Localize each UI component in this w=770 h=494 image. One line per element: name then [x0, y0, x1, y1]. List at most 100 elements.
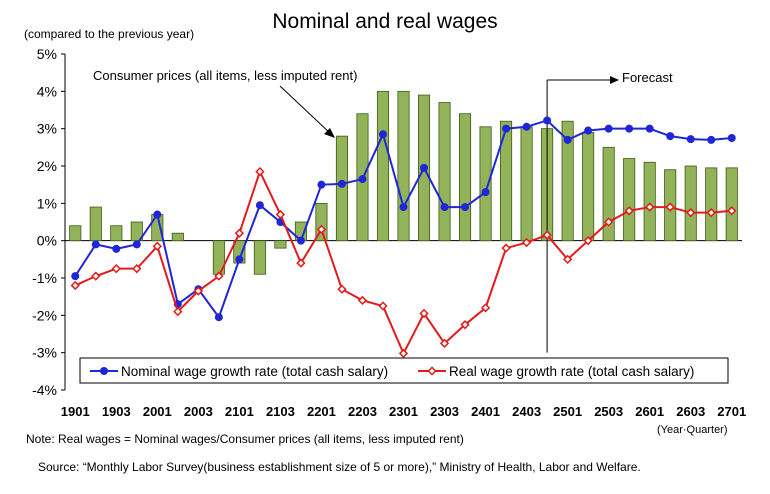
nominal-wage-point — [584, 126, 593, 135]
x-tick-label: 2003 — [184, 404, 213, 419]
nominal-wage-point — [502, 124, 511, 133]
nominal-wage-point — [686, 135, 695, 144]
annotation-pointer — [279, 85, 332, 135]
x-tick-label: 2201 — [307, 404, 336, 419]
x-tick-label: 2303 — [430, 404, 459, 419]
x-tick-label: 2401 — [471, 404, 500, 419]
nominal-wage-point — [481, 188, 490, 197]
real-wage-point — [357, 295, 368, 306]
bar-consumer-prices — [438, 102, 451, 242]
real-wage-point — [460, 320, 470, 330]
forecast-label: Forecast — [622, 70, 673, 85]
legend-real-label: Real wage growth rate (total cash salary… — [449, 364, 694, 379]
forecast-arrowhead — [610, 76, 619, 84]
x-tick-label: 2501 — [553, 404, 582, 419]
y-tick-label: -2% — [32, 307, 57, 323]
bar-consumer-prices — [171, 232, 184, 242]
real-wage-point — [419, 308, 429, 319]
real-wage-point — [542, 230, 552, 240]
nominal-wage-point — [255, 201, 264, 210]
y-tick-label: 0% — [37, 233, 57, 249]
real-wage-point — [665, 202, 675, 212]
real-wage-point — [727, 206, 737, 216]
y-tick-label: -3% — [32, 345, 57, 361]
bar-consumer-prices — [561, 120, 574, 242]
x-tick-label: 2601 — [635, 404, 664, 419]
real-wage-point — [378, 301, 388, 311]
real-wage-point — [583, 236, 593, 246]
nominal-wage-point — [645, 124, 654, 133]
bar-consumer-prices — [397, 90, 410, 242]
nominal-wage-point — [112, 244, 121, 253]
chart-title: Nominal and real wages — [272, 10, 498, 33]
nominal-wage-point — [214, 313, 223, 322]
real-wage-point — [686, 208, 696, 218]
legend-nominal-label: Nominal wage growth rate (total cash sal… — [121, 364, 388, 379]
nominal-wage-point — [358, 175, 367, 184]
real-wage-point — [562, 254, 573, 264]
bar-consumer-prices — [335, 135, 348, 242]
bar-consumer-prices — [376, 90, 390, 242]
real-wage-point — [91, 271, 101, 281]
real-wage-point — [111, 264, 121, 274]
annotation-arrowhead — [324, 128, 335, 138]
bar-consumer-prices — [315, 202, 328, 242]
source-note: Source: “Monthly Labor Survey(business e… — [38, 460, 641, 474]
consumer-prices-annotation: Consumer prices (all items, less imputed… — [93, 68, 357, 83]
nominal-wage-point — [604, 124, 613, 133]
real-wage-point — [275, 209, 286, 220]
x-tick-label: 2603 — [676, 404, 705, 419]
nominal-wage-point — [727, 134, 736, 142]
real-wage-point — [480, 303, 491, 313]
nominal-wage-point — [296, 236, 305, 245]
real-wage-point — [706, 208, 716, 218]
real-wage-point — [132, 264, 142, 274]
real-wage-point — [214, 271, 224, 281]
bar-consumer-prices — [89, 206, 102, 242]
nominal-wage-point — [235, 255, 244, 264]
real-wage-point — [501, 243, 511, 253]
real-wage-point — [152, 241, 162, 251]
real-wage-point — [193, 286, 204, 296]
nominal-wage-point — [625, 124, 634, 133]
real-wage-point — [603, 217, 614, 227]
bar-consumer-prices — [110, 225, 123, 242]
bar-consumer-prices — [274, 240, 287, 249]
bar-consumer-prices — [500, 120, 513, 242]
x-tick-label: 1903 — [102, 404, 131, 419]
bar-consumer-prices — [520, 126, 533, 242]
footnote: Note: Real wages = Nominal wages/Consume… — [26, 432, 464, 446]
nominal-wage-point — [337, 179, 346, 188]
nominal-wage-point — [153, 210, 162, 219]
real-wage-point — [70, 280, 80, 291]
x-tick-label: 2701 — [717, 404, 746, 419]
legend-nominal-swatch-marker — [100, 367, 108, 375]
real-wage-point — [439, 338, 450, 348]
bar-consumer-prices — [479, 126, 492, 242]
nominal-wage-point — [317, 180, 326, 189]
y-tick-label: 2% — [37, 158, 57, 174]
nominal-wage-point — [440, 203, 449, 212]
y-tick-label: 1% — [37, 195, 57, 211]
x-tick-label: 2001 — [143, 404, 172, 419]
real-wage-point — [398, 348, 409, 359]
nominal-wage-point — [707, 135, 716, 144]
nominal-wage-point — [378, 130, 387, 139]
real-wage-point — [234, 228, 245, 238]
bar-consumer-prices — [582, 131, 595, 242]
x-tick-label: 2103 — [266, 404, 295, 419]
nominal-wage-point — [132, 240, 141, 249]
real-wage-point — [255, 166, 265, 177]
x-tick-label: 2403 — [512, 404, 541, 419]
bar-consumer-prices — [643, 161, 656, 242]
real-wage-point — [521, 237, 532, 248]
nominal-wage-point — [71, 272, 80, 281]
bar-consumer-prices — [705, 167, 718, 242]
bar-consumer-prices — [725, 167, 738, 242]
nominal-wage-point — [91, 240, 100, 249]
x-tick-label: 2301 — [389, 404, 418, 419]
legend-box — [79, 357, 729, 384]
bar-consumer-prices — [253, 240, 266, 275]
legend-real-swatch-marker — [427, 366, 437, 376]
chart-subtitle: (compared to the previous year) — [24, 27, 195, 41]
